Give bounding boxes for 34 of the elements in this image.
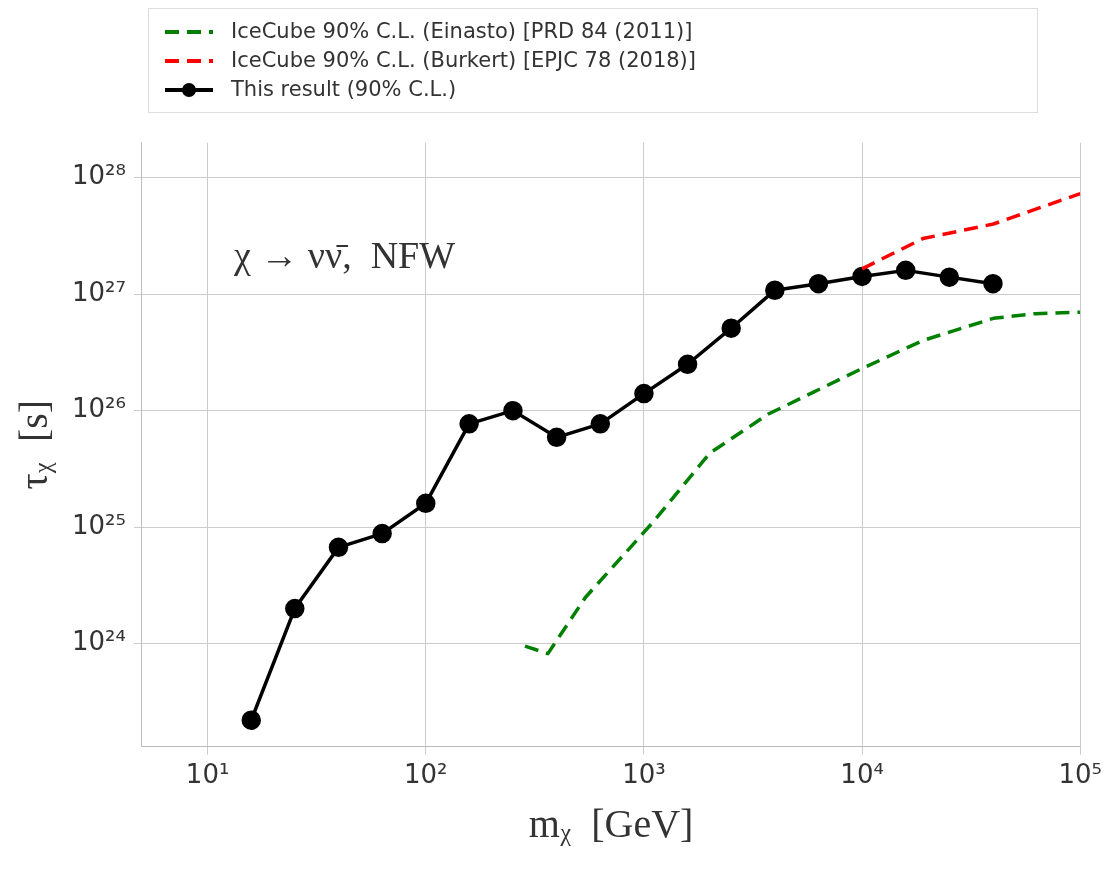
- x-tick-label: 10³: [622, 759, 666, 790]
- point: [634, 383, 654, 404]
- point: [241, 710, 261, 730]
- x-tick-label: 10²: [404, 759, 448, 790]
- legend-label: IceCube 90% C.L. (Einasto) [PRD 84 (2011)]: [231, 19, 693, 43]
- point: [939, 267, 960, 287]
- legend-label: IceCube 90% C.L. (Burkert) [EPJC 78 (2018)]: [231, 48, 696, 72]
- point: [328, 537, 349, 558]
- y-tick-label: 10²⁴: [71, 626, 126, 657]
- point: [590, 414, 611, 434]
- y-tick-label: 10²⁶: [71, 393, 126, 424]
- point: [285, 598, 305, 619]
- point: [983, 273, 1003, 294]
- x-tick-label: 10⁵: [1058, 759, 1102, 790]
- point: [895, 260, 916, 281]
- y-tick-label: 10²⁸: [71, 160, 126, 191]
- point: [677, 354, 698, 375]
- x-tick-label: 10¹: [185, 759, 230, 790]
- point: [459, 414, 479, 434]
- point: [721, 318, 741, 338]
- point: [852, 266, 872, 287]
- y-axis-title: τᵪ [s]: [10, 399, 56, 490]
- point: [372, 523, 392, 544]
- point: [546, 427, 567, 448]
- point: [503, 400, 523, 421]
- point: [416, 493, 436, 514]
- annotation: χ → νν̄, NFW: [232, 233, 456, 276]
- legend-label: This result (90% C.L.): [231, 77, 457, 101]
- point: [808, 273, 829, 294]
- x-axis-title: mᵪ [GeV]: [528, 800, 694, 846]
- point: [765, 280, 785, 300]
- y-tick-label: 10²⁵: [71, 509, 126, 540]
- y-tick-label: 10²⁷: [71, 276, 126, 307]
- x-tick-label: 10⁴: [840, 759, 884, 790]
